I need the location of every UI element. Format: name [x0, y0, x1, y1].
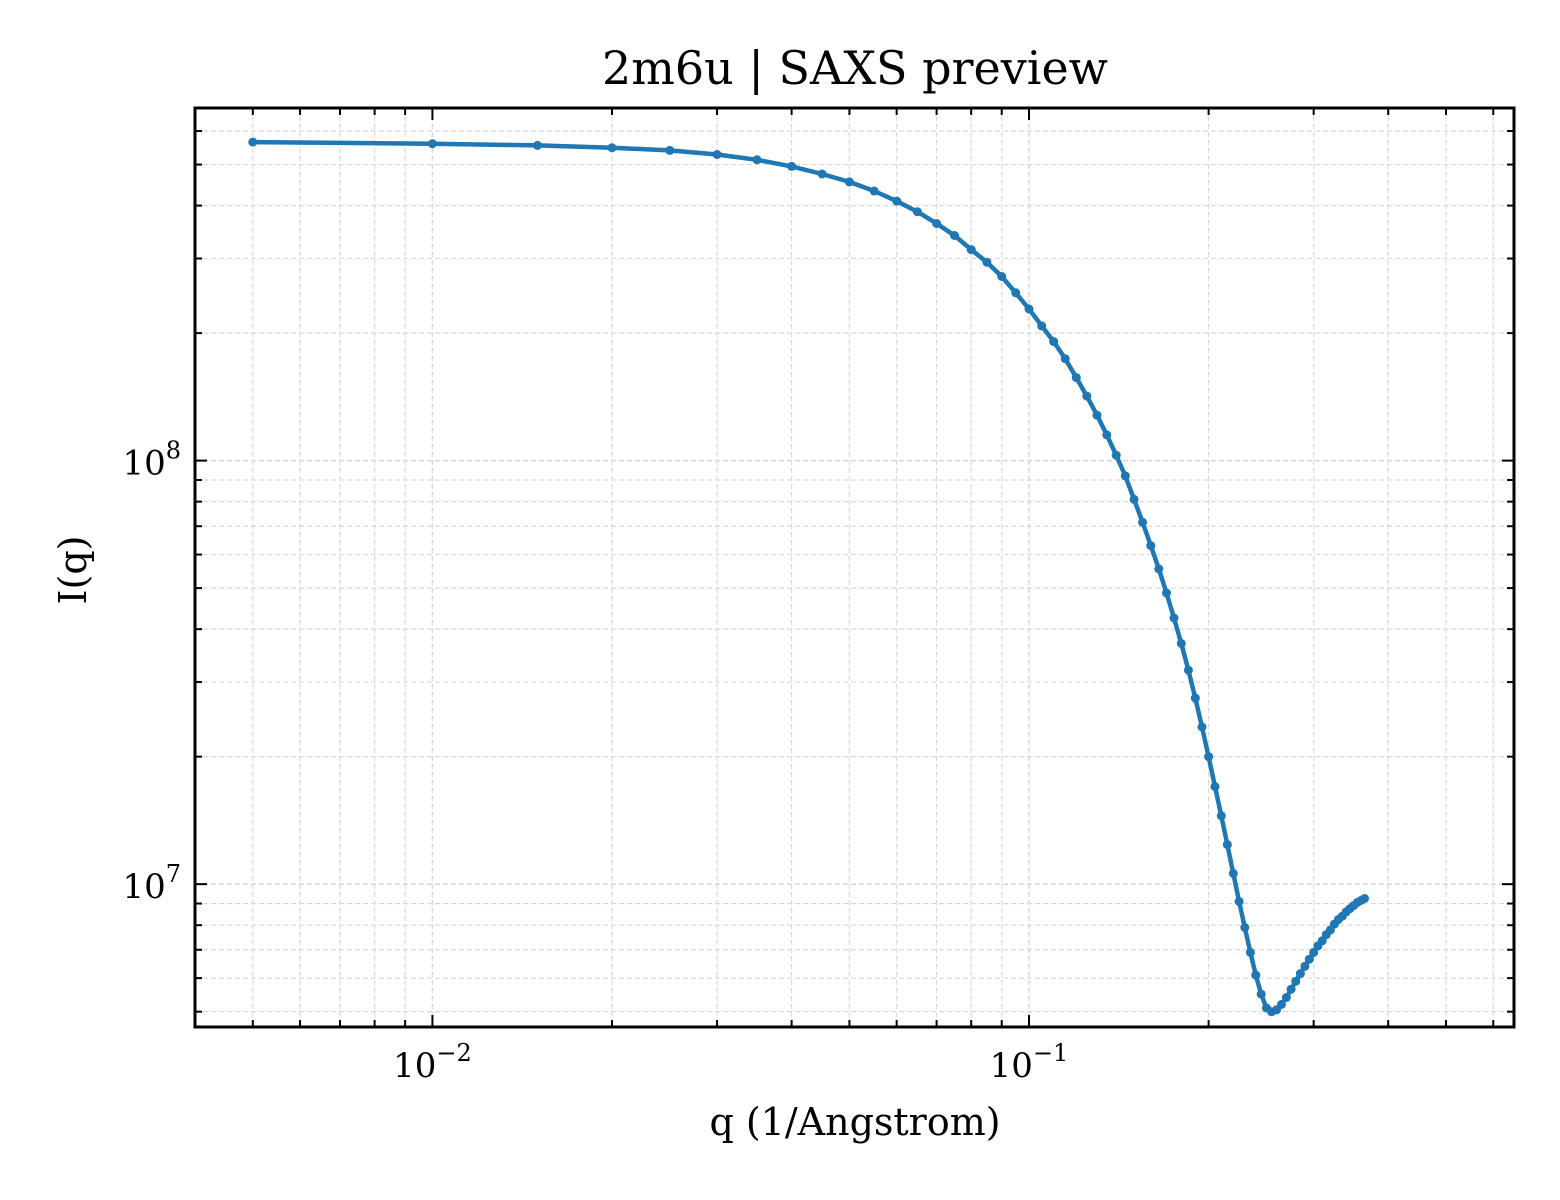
data-point	[950, 231, 959, 240]
data-point	[1222, 840, 1232, 850]
data-point	[1291, 976, 1301, 986]
data-point	[1210, 782, 1220, 792]
grid-lines	[194, 108, 1514, 1027]
data-point	[1216, 811, 1226, 821]
plot-frame	[193, 106, 1516, 1029]
data-point	[1183, 665, 1193, 675]
data-series	[248, 137, 1369, 1017]
data-point	[1037, 321, 1047, 331]
axis-ticks	[194, 108, 1514, 1027]
data-point	[1120, 471, 1130, 481]
data-point	[1092, 410, 1102, 420]
data-point	[1228, 868, 1238, 878]
data-point	[1256, 989, 1266, 999]
data-point	[1138, 517, 1148, 527]
data-point	[1197, 722, 1207, 732]
data-point	[1190, 693, 1200, 703]
data-point	[1049, 337, 1059, 347]
data-point	[248, 137, 258, 147]
data-point	[912, 207, 922, 217]
x-tick-label: 10−1	[990, 1039, 1069, 1086]
series-line	[252, 139, 1366, 1014]
data-point	[844, 177, 854, 187]
data-point	[607, 143, 617, 153]
data-point	[533, 140, 542, 150]
data-point	[892, 196, 902, 206]
data-point	[1309, 947, 1319, 957]
data-point	[665, 145, 675, 155]
data-point	[1277, 999, 1286, 1009]
data-point	[1024, 304, 1034, 314]
data-point	[787, 161, 797, 171]
data-point	[966, 245, 976, 255]
data-point	[1011, 288, 1021, 298]
chart-title: 2m6u | SAXS preview	[602, 41, 1108, 95]
data-point	[1169, 613, 1179, 623]
y-axis-label: I(q)	[51, 536, 95, 605]
x-tick-label: 10−2	[393, 1039, 472, 1086]
data-point	[1111, 450, 1121, 460]
data-point	[752, 155, 762, 165]
data-point	[1304, 954, 1314, 964]
y-tick-label: 108	[122, 437, 181, 484]
data-point	[1146, 541, 1156, 551]
data-point	[1360, 894, 1369, 903]
data-point	[1082, 391, 1092, 401]
data-point	[997, 272, 1007, 281]
data-point	[1060, 354, 1070, 364]
data-point	[1154, 564, 1164, 574]
data-point	[1204, 752, 1214, 762]
data-point	[1240, 923, 1250, 932]
data-point	[1286, 984, 1296, 994]
data-point	[932, 219, 942, 228]
data-point	[982, 257, 992, 267]
data-point	[1162, 588, 1171, 598]
data-point	[1071, 373, 1081, 383]
y-tick-label: 107	[122, 860, 181, 907]
x-axis-label: q (1/Angstrom)	[709, 1100, 1000, 1144]
data-point	[1245, 947, 1255, 957]
data-point	[427, 139, 437, 149]
tick-labels: 10−2 10−1 107 108	[122, 437, 1068, 1086]
data-point	[869, 186, 879, 196]
data-point	[1102, 430, 1112, 440]
data-point	[1234, 897, 1244, 906]
data-point	[1176, 639, 1186, 648]
data-point	[1281, 993, 1291, 1002]
data-point	[1251, 970, 1261, 980]
data-point	[1295, 969, 1305, 979]
data-point	[1300, 961, 1310, 971]
data-point	[712, 150, 722, 159]
data-point	[817, 169, 827, 179]
data-point	[1129, 494, 1139, 504]
